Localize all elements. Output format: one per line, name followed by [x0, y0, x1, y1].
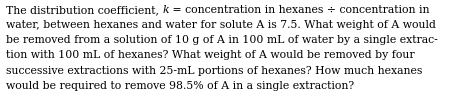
- Text: k: k: [163, 5, 169, 15]
- Text: successive extractions with 25-mL portions of hexanes? How much hexanes: successive extractions with 25-mL portio…: [6, 66, 423, 76]
- Text: would be required to remove 98.5% of A in a single extraction?: would be required to remove 98.5% of A i…: [6, 81, 354, 91]
- Text: = concentration in hexanes ÷ concentration in: = concentration in hexanes ÷ concentrati…: [169, 5, 430, 15]
- Text: be removed from a solution of 10 g of A in 100 mL of water by a single extrac-: be removed from a solution of 10 g of A …: [6, 35, 438, 45]
- Text: The distribution coefficient,: The distribution coefficient,: [6, 5, 163, 15]
- Text: tion with 100 mL of hexanes? What weight of A would be removed by four: tion with 100 mL of hexanes? What weight…: [6, 50, 414, 60]
- Text: water, between hexanes and water for solute A is 7.5. What weight of A would: water, between hexanes and water for sol…: [6, 20, 436, 30]
